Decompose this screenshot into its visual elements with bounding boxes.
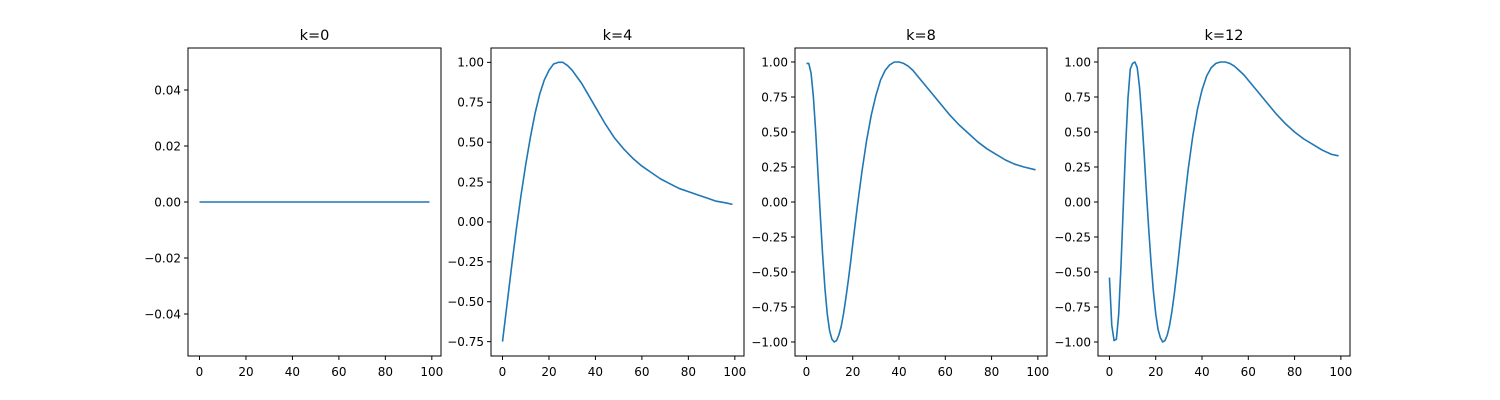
y-tick-label: 0.04	[154, 83, 181, 97]
series-line-1-0	[501, 61, 733, 342]
subplot-title: k=4	[603, 28, 633, 44]
y-tick-label: 1.00	[1064, 55, 1091, 69]
x-tick-label: 80	[1287, 365, 1302, 379]
y-tick-label: 0.00	[761, 195, 788, 209]
y-tick-label: 1.00	[761, 55, 788, 69]
x-tick-label: 80	[681, 365, 696, 379]
subplot-1: 0 20 40 60 80 100 −0.75 −0.50 −0.25 0.00 0.25 0.50 0…	[447, 28, 746, 379]
x-tick-label: 40	[588, 365, 603, 379]
x-tick-label: 0	[499, 365, 507, 379]
subplot-title: k=0	[300, 28, 330, 44]
y-tick-label: 0.25	[761, 160, 788, 174]
y-tick-label: 0.00	[1064, 195, 1091, 209]
y-tick-label: 0.75	[1064, 90, 1091, 104]
subplots-container: 0 20 40 60 80 100 −0.04 −0.02 0.00 0.02 0.04 k=0 0 20…	[144, 28, 1352, 379]
subplot-0: 0 20 40 60 80 100 −0.04 −0.02 0.00 0.02 0.04 k=0	[144, 28, 443, 379]
x-tick-label: 20	[238, 365, 253, 379]
subplot-2: 0 20 40 60 80 100 −1.00 −0.75 −0.50 −0.25 0.00 0.25…	[751, 28, 1049, 379]
series-line-3-0	[1108, 61, 1339, 343]
y-tick-label: −0.02	[144, 251, 181, 265]
x-tick-label: 60	[1241, 365, 1256, 379]
y-tick-label: −0.50	[1054, 265, 1091, 279]
x-tick-label: 0	[196, 365, 204, 379]
y-tick-label: 0.75	[761, 90, 788, 104]
y-tick-label: −0.50	[751, 265, 788, 279]
y-tick-label: −0.50	[447, 295, 484, 309]
y-tick-label: −1.00	[751, 335, 788, 349]
x-tick-label: 0	[803, 365, 811, 379]
x-tick-label: 100	[1026, 365, 1049, 379]
y-tick-label: 0.00	[154, 195, 181, 209]
y-tick-label: 0.75	[457, 96, 484, 110]
axes-frame	[490, 47, 745, 357]
y-tick-label: 0.00	[457, 215, 484, 229]
y-tick-label: 0.25	[457, 175, 484, 189]
x-tick-label: 40	[1194, 365, 1209, 379]
y-tick-label: 0.50	[457, 135, 484, 149]
y-tick-label: −0.75	[1054, 300, 1091, 314]
y-tick-label: −0.25	[751, 230, 788, 244]
x-tick-label: 40	[891, 365, 906, 379]
x-tick-label: 100	[723, 365, 746, 379]
subplot-title: k=8	[906, 28, 936, 44]
y-tick-label: −0.25	[1054, 230, 1091, 244]
x-tick-label: 20	[845, 365, 860, 379]
x-tick-label: 100	[1329, 365, 1352, 379]
y-tick-label: −0.04	[144, 307, 181, 321]
x-tick-label: 20	[1148, 365, 1163, 379]
y-tick-label: −1.00	[1054, 335, 1091, 349]
subplot-3: 0 20 40 60 80 100 −1.00 −0.75 −0.50 −0.25 0.00 0.25…	[1054, 28, 1352, 379]
y-tick-label: −0.75	[751, 300, 788, 314]
x-tick-label: 60	[634, 365, 649, 379]
x-tick-label: 20	[541, 365, 556, 379]
subplot-title: k=12	[1205, 28, 1244, 44]
y-tick-label: 0.25	[1064, 160, 1091, 174]
x-tick-label: 100	[420, 365, 443, 379]
x-tick-label: 80	[378, 365, 393, 379]
series-line-2-0	[806, 61, 1036, 343]
x-tick-label: 80	[984, 365, 999, 379]
y-tick-label: −0.25	[447, 255, 484, 269]
x-tick-label: 60	[331, 365, 346, 379]
x-tick-label: 40	[285, 365, 300, 379]
y-tick-label: 1.00	[457, 56, 484, 70]
y-tick-label: 0.50	[761, 125, 788, 139]
y-tick-label: 0.50	[1064, 125, 1091, 139]
axes-frame	[794, 47, 1048, 357]
y-tick-label: −0.75	[447, 335, 484, 349]
x-tick-label: 0	[1106, 365, 1114, 379]
axes-frame	[1097, 47, 1351, 357]
y-tick-label: 0.02	[154, 139, 181, 153]
x-tick-label: 60	[938, 365, 953, 379]
